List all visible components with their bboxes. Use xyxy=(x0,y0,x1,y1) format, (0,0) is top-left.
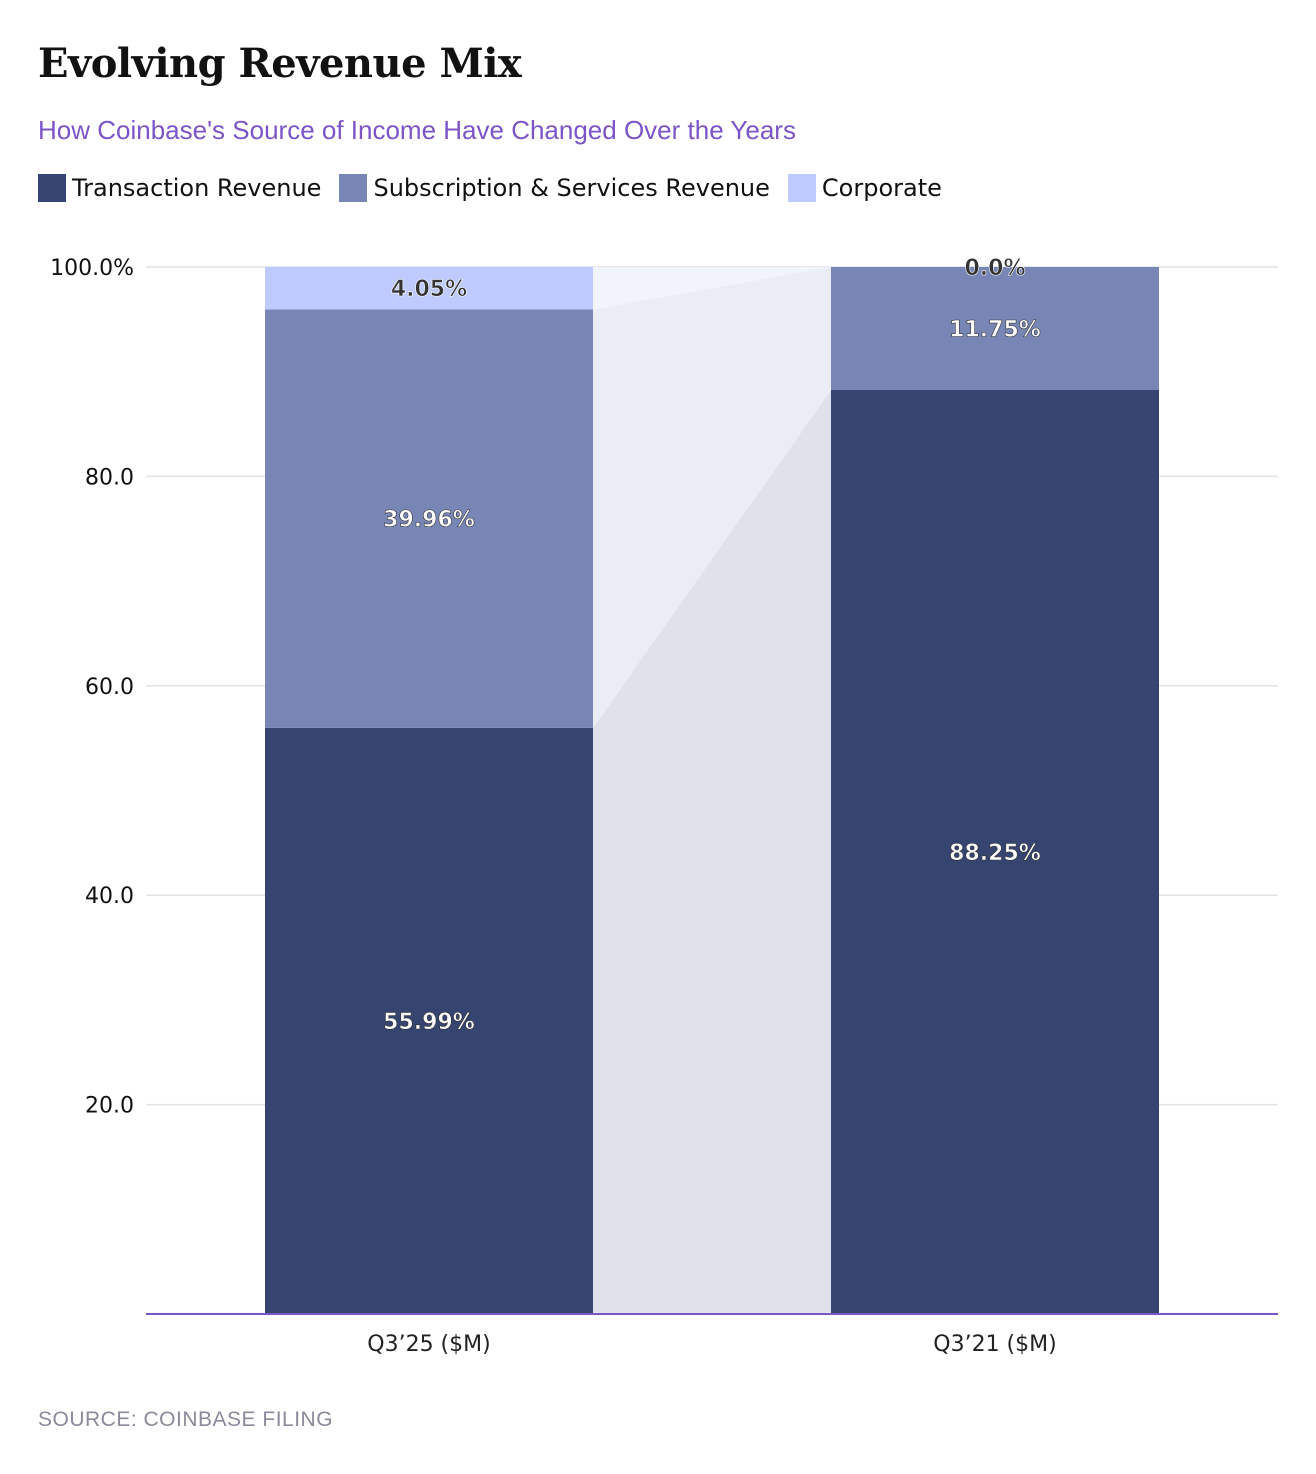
y-tick-label-3: 80.0 xyxy=(85,465,134,490)
connector-band-1 xyxy=(593,267,831,728)
bar-segment-0-0 xyxy=(265,727,593,1314)
data-label-0-2: 4.05% xyxy=(391,277,467,302)
y-tick-label-4: 100.0% xyxy=(50,256,134,281)
legend-item-subscription: Subscription & Services Revenue xyxy=(339,174,770,202)
legend-swatch-transaction xyxy=(38,174,66,202)
connector-band-0 xyxy=(593,390,831,1314)
legend-label-transaction: Transaction Revenue xyxy=(72,174,322,202)
data-label-1-2: 0.0% xyxy=(964,256,1025,281)
legend-item-corporate: Corporate xyxy=(787,174,942,202)
bar-segment-1-1 xyxy=(831,267,1159,391)
bar-segment-0-2 xyxy=(265,267,593,310)
source-note: SOURCE: COINBASE FILING xyxy=(38,1408,334,1431)
y-tick-label-2: 60.0 xyxy=(85,675,134,700)
legend: Transaction Revenue Subscription & Servi… xyxy=(38,174,960,202)
data-label-0-0: 55.99% xyxy=(383,1010,475,1035)
legend-swatch-corporate xyxy=(787,174,816,202)
data-label-0-1: 39.96% xyxy=(383,508,475,533)
data-label-1-0: 88.25% xyxy=(949,841,1041,866)
legend-label-subscription: Subscription & Services Revenue xyxy=(373,174,770,202)
data-label-1-1: 11.75% xyxy=(949,318,1041,343)
bar-segment-0-1 xyxy=(265,309,593,728)
bar-segment-1-0 xyxy=(831,390,1159,1314)
category-label-0: Q3’25 ($M) xyxy=(367,1332,490,1357)
category-label-1: Q3’21 ($M) xyxy=(933,1332,1056,1357)
legend-label-corporate: Corporate xyxy=(821,174,942,202)
legend-swatch-subscription xyxy=(339,174,368,202)
y-tick-label-0: 20.0 xyxy=(85,1094,134,1119)
stacked-bar-chart: 55.99% 39.96% 4.05% 88.25% 11.75% 0.0% 20.0 40.… xyxy=(50,256,1278,1357)
legend-item-transaction: Transaction Revenue xyxy=(38,174,321,202)
chart-subtitle: How Coinbase's Source of Income Have Cha… xyxy=(38,115,796,145)
chart-title: Evolving Revenue Mix xyxy=(38,40,522,87)
y-tick-label-1: 40.0 xyxy=(85,884,134,909)
